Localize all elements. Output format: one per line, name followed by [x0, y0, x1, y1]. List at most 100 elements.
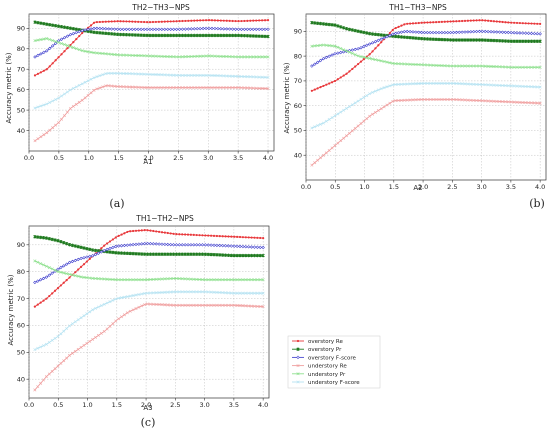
data-point — [230, 235, 233, 238]
data-point — [65, 241, 69, 246]
data-point — [163, 231, 166, 234]
data-point — [339, 25, 343, 29]
data-point — [393, 31, 398, 36]
data-point — [250, 291, 254, 295]
data-point — [127, 27, 132, 32]
data-point — [154, 86, 158, 90]
data-point — [157, 73, 161, 77]
chart-panel-b: TH1−TH3−NPS A2 Accuracy metric (%) (b) 0… — [283, 3, 547, 210]
data-point — [95, 75, 99, 79]
data-point — [198, 73, 202, 77]
data-point — [82, 314, 86, 318]
data-point — [405, 82, 409, 86]
data-point — [249, 19, 252, 22]
data-point — [168, 242, 173, 247]
data-point — [263, 19, 267, 22]
data-point — [56, 24, 61, 28]
data-point — [77, 83, 81, 87]
data-point — [356, 47, 360, 51]
data-point — [247, 291, 251, 295]
data-point — [373, 58, 377, 62]
data-point — [321, 153, 325, 157]
data-point — [242, 75, 246, 79]
data-point — [151, 252, 155, 256]
data-point — [105, 242, 109, 245]
data-point — [388, 84, 392, 88]
data-point — [54, 123, 58, 127]
data-point — [362, 95, 366, 99]
data-point — [242, 33, 247, 38]
data-point — [65, 90, 69, 94]
data-point — [136, 72, 140, 76]
data-point — [538, 32, 542, 36]
data-point — [215, 234, 219, 238]
data-point — [518, 100, 522, 104]
data-point — [62, 25, 67, 29]
data-point — [202, 19, 205, 22]
data-point — [104, 27, 108, 31]
data-point — [53, 268, 57, 272]
data-point — [51, 292, 54, 295]
data-point — [261, 19, 264, 22]
data-point — [128, 309, 132, 313]
data-point — [198, 234, 201, 237]
series-overstory-pr — [33, 235, 265, 258]
caption-c: (c) — [141, 416, 156, 429]
data-point — [247, 278, 251, 282]
data-point — [183, 290, 187, 294]
data-point — [53, 336, 57, 340]
data-point — [33, 280, 37, 285]
y-tick-label: 60 — [294, 102, 302, 110]
x-tick-label: 3.0 — [199, 401, 209, 409]
data-point — [56, 334, 60, 338]
data-point — [116, 84, 120, 89]
data-point — [231, 86, 235, 90]
data-point — [408, 29, 412, 34]
data-point — [175, 73, 179, 77]
data-point — [440, 97, 444, 101]
data-point — [221, 235, 224, 238]
data-point — [244, 291, 248, 295]
data-point — [483, 99, 487, 103]
data-point — [417, 82, 421, 86]
data-point — [116, 20, 119, 23]
data-point — [160, 86, 164, 90]
data-point — [428, 30, 433, 35]
data-point — [67, 242, 72, 247]
data-point — [489, 30, 493, 34]
data-point — [313, 161, 317, 165]
data-point — [405, 35, 409, 40]
data-point — [51, 99, 55, 103]
data-point — [56, 270, 60, 274]
data-point — [160, 231, 164, 234]
data-point — [221, 303, 225, 307]
data-point — [319, 86, 322, 89]
data-point — [207, 26, 211, 31]
data-point — [51, 23, 55, 27]
data-point — [222, 27, 226, 31]
data-point — [177, 27, 182, 32]
data-point — [474, 38, 479, 42]
data-point — [535, 85, 539, 89]
data-point — [178, 55, 182, 59]
data-point — [33, 139, 37, 143]
data-point — [163, 303, 167, 307]
data-point — [111, 245, 115, 250]
data-point — [431, 30, 435, 35]
data-point — [316, 21, 320, 25]
y-tick-label: 70 — [17, 295, 25, 303]
data-point — [119, 71, 123, 75]
data-point — [342, 26, 346, 30]
data-point — [258, 291, 262, 295]
data-point — [235, 278, 239, 282]
data-point — [469, 98, 473, 102]
data-point — [492, 65, 496, 69]
legend-entry-label: overstory Re — [308, 339, 343, 345]
data-point — [124, 53, 128, 57]
data-point — [111, 322, 115, 326]
data-point — [192, 277, 196, 281]
data-point — [431, 81, 435, 85]
data-point — [74, 85, 78, 89]
data-point — [157, 27, 161, 32]
data-point — [50, 369, 54, 373]
